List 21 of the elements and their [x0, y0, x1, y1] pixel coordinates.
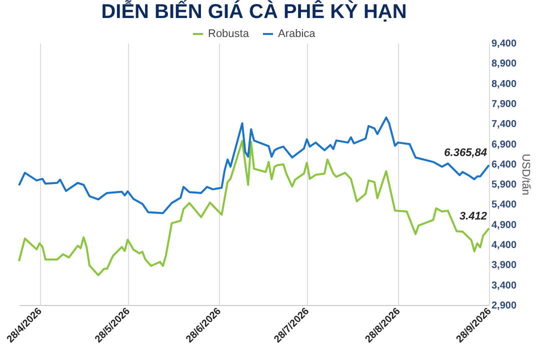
annotation: 6.365,84	[444, 147, 487, 160]
y-tick-label: 8,900	[492, 58, 517, 70]
legend-label: Arabica	[278, 28, 316, 40]
y-tick-label: 7,400	[492, 119, 517, 130]
y-tick-label: 5,400	[492, 200, 517, 211]
y-tick-label: 6,400	[492, 159, 517, 170]
y-tick-label: 4,900	[492, 220, 517, 231]
y-tick-label: 4,400	[492, 240, 517, 252]
y-axis-title: USD/tấn	[520, 154, 532, 196]
chart-title: DIỄN BIẾN GIÁ CÀ PHÊ KỲ HẠN	[101, 0, 407, 23]
legend-label: Robusta	[208, 28, 250, 40]
y-tick-label: 5,900	[492, 180, 517, 191]
y-tick-label: 3,900	[492, 260, 517, 272]
y-tick-label: 9,400	[492, 38, 517, 50]
y-tick-label: 3,400	[492, 280, 517, 292]
annotation: 3.412	[459, 210, 487, 222]
y-tick-label: 2,900	[492, 300, 517, 312]
y-tick-label: 6,900	[492, 139, 517, 150]
y-tick-label: 7,900	[492, 98, 517, 110]
y-tick-label: 8,400	[492, 78, 517, 90]
line-series	[18, 140, 490, 276]
